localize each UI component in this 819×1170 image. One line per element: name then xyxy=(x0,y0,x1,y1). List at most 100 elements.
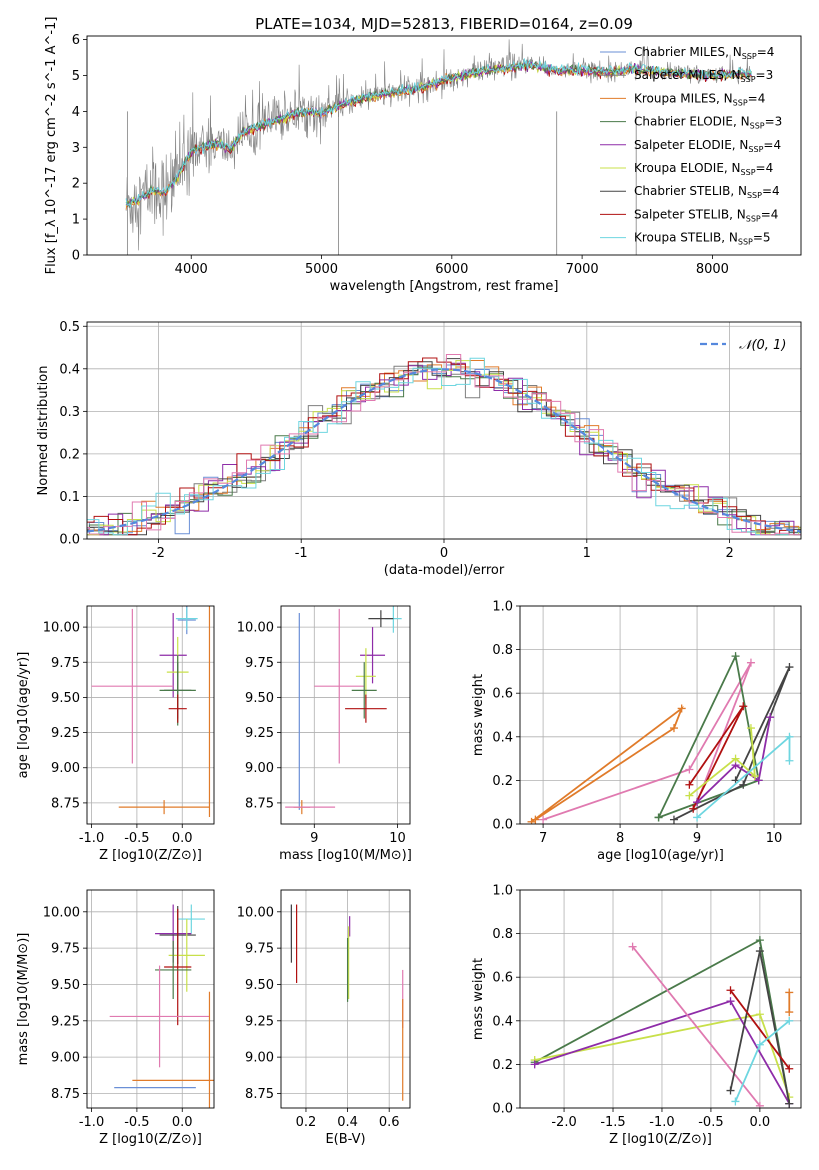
weight-marker xyxy=(785,1016,794,1025)
weight-marker xyxy=(669,724,678,733)
y-tick-label: 9.50 xyxy=(51,691,80,706)
y-tick-label: 9.25 xyxy=(51,726,80,741)
x-tick-label: 1 xyxy=(583,546,591,561)
chart-age_vs_mass: 9 10 8.75 9.00 9.25 9.50 9.75 10.00 mass [log10(… xyxy=(237,605,412,863)
legend-label: Chabrier STELIB, NSSP=4 xyxy=(634,184,780,200)
weight-marker xyxy=(785,1008,794,1017)
legend-sub: SSP xyxy=(746,214,761,223)
x-tick-label: 10 xyxy=(766,831,783,846)
y-tick-label: 9.00 xyxy=(245,1051,274,1066)
x-tick-label: 0.0 xyxy=(750,1115,771,1130)
x-axis-label: Z [log10(Z/Z⊙)] xyxy=(99,848,202,863)
legend-sub: SSP xyxy=(747,191,762,200)
legend-label: Salpeter ELODIE, NSSP=4 xyxy=(634,138,781,154)
y-tick-label: 5 xyxy=(72,69,80,84)
x-tick-label: 9 xyxy=(310,831,318,846)
x-tick-label: -0.5 xyxy=(698,1115,723,1130)
y-tick-label: 0.2 xyxy=(492,774,513,789)
x-tick-label: 0.6 xyxy=(379,1115,400,1130)
x-axis-label: Z [log10(Z/Z⊙)] xyxy=(99,1132,202,1147)
weight-marker xyxy=(693,798,702,807)
y-tick-label: 8.75 xyxy=(245,796,274,811)
y-tick-label: 0.4 xyxy=(492,1014,513,1029)
plot-area xyxy=(125,39,752,255)
weight-marker xyxy=(530,1060,539,1069)
weight-marker xyxy=(726,986,735,995)
legend-label: Salpeter MILES, NSSP=3 xyxy=(634,68,773,84)
y-tick-label: 9.75 xyxy=(245,656,274,671)
chart-age_vs_Z: -1.0 -0.5 0.0 8.75 9.00 9.25 9.50 9.75 10.00 Z [l… xyxy=(16,605,215,863)
y-tick-label: 0.8 xyxy=(492,643,513,658)
weight-marker xyxy=(693,813,702,822)
y-tick-label: 0.3 xyxy=(59,405,80,420)
x-tick-label: -1.0 xyxy=(79,1115,104,1130)
y-tick-label: 9.00 xyxy=(51,761,80,776)
y-tick-label: 9.00 xyxy=(51,1051,80,1066)
weight-marker xyxy=(755,1040,764,1049)
weight-marker xyxy=(739,780,748,789)
weight-marker xyxy=(689,804,698,813)
y-tick-label: 10.00 xyxy=(237,905,274,920)
y-tick-label: 0.2 xyxy=(492,1058,513,1073)
weight-marker xyxy=(755,1010,764,1019)
x-tick-label: -1.5 xyxy=(600,1115,625,1130)
legend-label: 𝒩(0, 1) xyxy=(739,338,786,353)
x-tick-label: 10 xyxy=(389,831,406,846)
plot-area xyxy=(87,354,801,536)
axes-frame xyxy=(519,889,802,1109)
model-line xyxy=(125,61,752,208)
y-tick-label: 9.50 xyxy=(245,978,274,993)
y-tick-label: 0.1 xyxy=(59,490,80,505)
x-tick-label: 4000 xyxy=(175,262,208,277)
histogram-step xyxy=(87,357,801,536)
weight-marker xyxy=(731,754,740,763)
y-tick-label: 9.75 xyxy=(245,942,274,957)
x-tick-label: 9 xyxy=(693,831,701,846)
plot-area xyxy=(530,936,794,1108)
weight-marker xyxy=(685,765,694,774)
legend-sub: SSP xyxy=(748,145,763,154)
legend-sub: SSP xyxy=(741,168,756,177)
x-tick-label: -2.0 xyxy=(551,1115,576,1130)
weight-marker xyxy=(766,713,775,722)
plot-area xyxy=(285,606,402,815)
legend-val: =4 xyxy=(763,138,781,152)
y-axis-label: Flux [f_λ 10^-17 erg cm^-2 s^-1 A^-1] xyxy=(44,17,59,275)
x-tick-label: 6000 xyxy=(435,262,468,277)
y-axis-label: mass weight xyxy=(471,674,486,756)
weight-marker xyxy=(539,815,548,824)
y-axis-label: mass weight xyxy=(471,958,486,1040)
y-tick-label: 0 xyxy=(72,249,80,264)
x-tick-label: 0.4 xyxy=(337,1115,358,1130)
chart-residuals: -2 -1 0 1 2 0.0 0.1 0.2 0.3 0.4 0.5 (data-model)/er… xyxy=(36,320,802,578)
y-tick-label: 0.0 xyxy=(59,533,80,548)
x-tick-label: -1 xyxy=(295,546,308,561)
y-tick-label: 0.0 xyxy=(492,1102,513,1117)
weight-line xyxy=(688,728,756,797)
weight-marker xyxy=(755,1101,764,1108)
y-tick-label: 0.8 xyxy=(492,927,513,942)
legend-val: =4 xyxy=(748,91,766,105)
plot-area xyxy=(109,904,214,1108)
plot-area xyxy=(290,904,404,1101)
x-tick-label: 0 xyxy=(440,546,448,561)
weight-marker xyxy=(785,1099,794,1108)
axes-frame xyxy=(86,889,215,1109)
model-line xyxy=(125,58,752,209)
axes-frame xyxy=(86,321,802,540)
y-tick-label: 10.00 xyxy=(43,905,80,920)
x-tick-label: 8 xyxy=(616,831,624,846)
legend-val: =3 xyxy=(756,68,774,82)
weight-marker xyxy=(785,732,794,741)
x-tick-label: 0.0 xyxy=(172,1115,193,1130)
y-axis-label: mass [log10(M/M⊙)] xyxy=(16,933,31,1066)
legend-sub: SSP xyxy=(738,238,753,247)
legend: Chabrier MILES, NSSP=4 Salpeter MILES, NS… xyxy=(600,45,782,247)
legend: 𝒩(0, 1) xyxy=(700,338,786,353)
y-axis-label: Normed distribution xyxy=(36,366,51,496)
y-tick-label: 8.75 xyxy=(245,1087,274,1102)
axes-frame xyxy=(280,605,411,825)
weight-marker xyxy=(669,815,678,824)
weight-marker xyxy=(785,988,794,997)
